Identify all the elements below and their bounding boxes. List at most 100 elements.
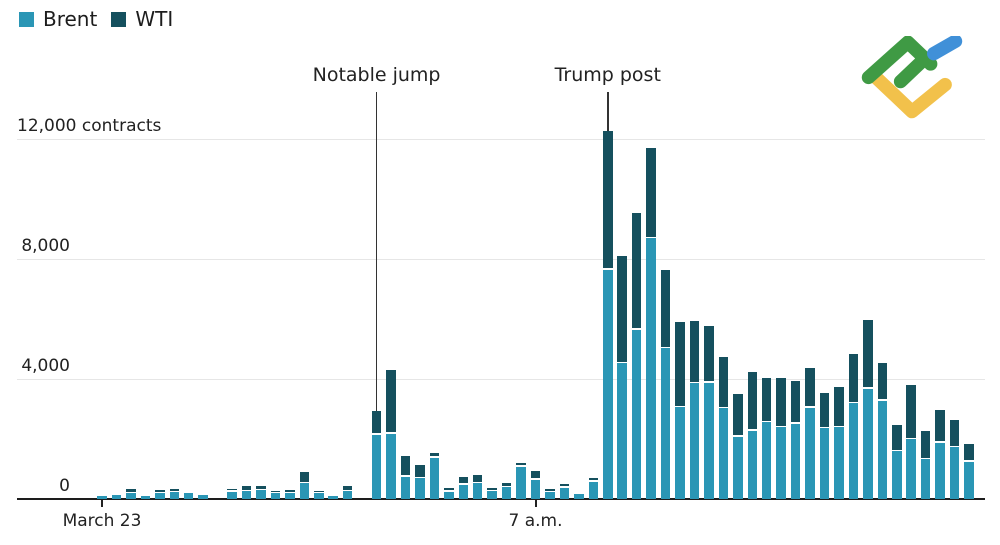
segment-separator <box>155 491 165 494</box>
wti-segment <box>704 325 714 382</box>
wti-segment <box>516 463 526 466</box>
wti-segment <box>400 456 411 476</box>
brent-segment <box>371 434 382 499</box>
segment-separator <box>675 405 685 408</box>
legend-item-brent: Brent <box>19 7 97 31</box>
wti-segment <box>631 213 642 329</box>
y-axis-label: 8,000 <box>21 236 70 256</box>
wti-segment <box>429 453 440 457</box>
wti-segment <box>949 420 960 446</box>
bar-group <box>97 496 107 499</box>
bar-group <box>819 393 830 499</box>
bar-group <box>675 322 685 499</box>
brent-segment <box>169 492 179 499</box>
brent-segment <box>429 457 440 499</box>
brent-segment <box>299 483 310 499</box>
annotation-label: Trump post <box>554 64 661 86</box>
segment-separator <box>805 406 815 408</box>
wti-segment <box>169 488 179 491</box>
segment-separator <box>559 486 570 488</box>
bar-group <box>920 430 931 499</box>
brent-segment <box>241 491 252 499</box>
segment-separator <box>285 491 295 494</box>
brent-segment <box>863 388 873 499</box>
bar-group <box>386 370 396 499</box>
segment-separator <box>906 437 916 440</box>
brent-segment <box>747 430 757 499</box>
wti-segment <box>227 488 237 490</box>
segment-separator <box>863 387 873 389</box>
segment-separator <box>790 422 801 424</box>
bar-group <box>660 270 671 499</box>
wti-segment <box>126 489 136 492</box>
brent-segment <box>314 493 324 499</box>
segment-separator <box>646 236 656 239</box>
bar-group <box>270 490 281 499</box>
bar-group <box>472 475 483 499</box>
bar-group <box>530 470 541 499</box>
segment-separator <box>920 457 931 460</box>
segment-separator <box>299 481 310 484</box>
wti-segment <box>487 488 497 490</box>
segment-separator <box>877 399 888 401</box>
brent-segment <box>790 423 801 499</box>
brent-segment <box>920 459 931 499</box>
segment-separator <box>415 476 425 478</box>
segment-separator <box>487 489 497 492</box>
brent-segment <box>545 492 555 499</box>
wti-segment <box>415 465 425 477</box>
wti-segment <box>805 367 815 407</box>
bar-group <box>183 493 194 499</box>
segment-separator <box>892 449 902 452</box>
brent-segment <box>559 487 570 499</box>
segment-separator <box>458 483 468 485</box>
brent-segment <box>342 491 353 499</box>
wti-segment <box>776 377 786 426</box>
segment-separator <box>429 456 440 458</box>
bar-group <box>603 130 613 499</box>
wti-segment <box>444 487 454 491</box>
brent-segment <box>530 479 541 499</box>
gridline-12000 <box>17 139 985 140</box>
wti-segment <box>877 362 888 400</box>
bar-group <box>935 409 945 499</box>
brent-segment <box>487 491 497 499</box>
bar-group <box>747 372 757 499</box>
brent-segment <box>631 329 642 499</box>
brent-segment <box>877 400 888 499</box>
segment-separator <box>314 491 324 494</box>
bar-group <box>126 489 136 499</box>
brent-segment <box>646 238 656 499</box>
bar-group <box>444 487 454 499</box>
bar-group <box>429 453 440 499</box>
wti-segment <box>733 393 743 436</box>
bar-group <box>169 488 179 499</box>
bar-group <box>689 320 700 499</box>
segment-separator <box>704 381 714 383</box>
segment-separator <box>501 485 512 488</box>
brent-segment <box>227 491 237 499</box>
segment-separator <box>631 328 642 330</box>
annotation-line <box>375 92 378 412</box>
wti-segment <box>848 353 859 402</box>
segment-separator <box>530 478 541 480</box>
bar-group <box>892 424 902 499</box>
wti-segment <box>241 486 252 490</box>
bar-group <box>617 256 627 499</box>
wti-segment <box>386 370 396 433</box>
segment-separator <box>386 432 396 434</box>
brent-segment <box>805 407 815 499</box>
wti-segment <box>501 483 512 486</box>
segment-separator <box>776 425 786 427</box>
wti-segment <box>920 430 931 458</box>
wti-segment <box>863 319 873 388</box>
wti-segment <box>458 476 468 484</box>
brent-segment <box>270 493 281 499</box>
segment-separator <box>848 401 859 404</box>
segment-separator <box>472 481 483 484</box>
bar-group <box>111 495 122 499</box>
bar-group <box>964 443 974 499</box>
segment-separator <box>747 429 757 431</box>
segment-separator <box>270 491 281 494</box>
wti-segment <box>646 148 656 237</box>
